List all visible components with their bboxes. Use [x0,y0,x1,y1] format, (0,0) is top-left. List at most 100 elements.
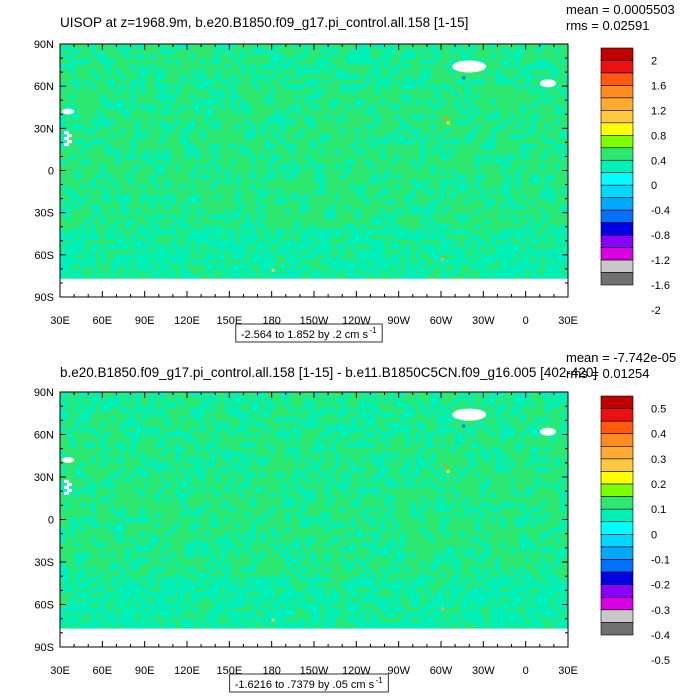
colorbar-label: -0.2 [651,580,670,592]
lat-tick-label: 30S [34,557,54,569]
colorbar-label: -0.1 [651,555,670,567]
panel-title: b.e20.B1850.f09_g17.pi_control.all.158 [… [60,365,597,380]
range-text: -1.6216 to .7379 by .05 cm s [235,679,375,691]
rms-value: rms = 0.02591 [566,18,649,33]
lat-tick-label: 0 [48,515,54,527]
lat-tick-label: 90S [34,292,54,304]
colorbar-swatch [600,247,634,261]
colorbar-swatch [600,110,634,124]
colorbar-swatch [600,234,634,248]
colorbar-swatch [600,272,634,286]
colorbar-swatch [600,609,634,623]
lat-tick-label: 90N [34,387,54,399]
lon-tick-label: 0 [523,315,529,327]
colorbar-swatch [600,559,634,573]
lon-tick-label: 60W [430,665,453,677]
range-exponent: -1 [376,676,384,685]
lon-tick-label: 0 [523,665,529,677]
colorbar-swatch [600,584,634,598]
colorbar-label: -1.2 [651,255,670,267]
contour-range-label: -1.6216 to .7379 by .05 cm s -1 [229,673,389,693]
colorbar-swatch [600,135,634,149]
colorbar-label: 0 [651,529,657,541]
greenland-mask [452,60,487,73]
colorbar-label: 0.8 [651,130,666,142]
colorbar-swatch [600,147,634,161]
colorbar-label: -1.6 [651,280,670,292]
lon-tick-label: 30E [50,315,70,327]
colorbar-swatch [600,97,634,111]
colorbar-swatch [600,395,634,409]
range-exponent: -1 [370,326,378,335]
colorbar: 0.5 0.4 0.3 0.2 0.1 0 -0.1 -0.2 -0.3 -0.4 -0.5 [600,395,670,667]
colorbar-swatch [600,72,634,86]
colorbar-label: 0.4 [651,429,666,441]
lat-tick-label: 60N [34,81,54,93]
island-mask [540,79,556,88]
mean-value: mean = 0.0005503 [566,2,675,17]
colorbar-swatch [600,420,634,435]
colorbar-label: 0 [651,180,657,192]
colorbar-swatch [600,571,634,585]
colorbar-swatch [600,458,634,472]
colorbar-swatch [600,546,634,560]
colorbar-swatch [600,122,634,136]
colorbar-swatch [600,496,634,510]
colorbar-swatch [600,159,634,174]
colorbar-label: 0.3 [651,454,666,466]
lat-tick-label: 30N [34,472,54,484]
colorbar-label: 0.1 [651,504,666,516]
colorbar-swatch [600,209,634,223]
colorbar-swatch [600,534,634,548]
contour-field [60,44,568,297]
colorbar-label: -0.5 [651,655,670,667]
lon-tick-label: 60E [93,315,113,327]
lon-tick-label: 60E [93,665,113,677]
panel-title: UISOP at z=1968.9m, b.e20.B1850.f09_g17.… [60,15,468,30]
colorbar-swatch [600,172,634,186]
lon-tick-label: 90W [387,665,410,677]
colorbar-label: 1.6 [651,80,666,92]
colorbar-swatch [600,60,634,74]
mean-value: mean = -7.742e-05 [566,350,676,365]
colorbar-swatch [600,471,634,485]
colorbar-label: 1.2 [651,105,666,117]
lon-tick-label: 60W [430,315,453,327]
colorbar-swatch [600,197,634,211]
lon-tick-label: 30W [472,315,495,327]
colorbar-label: -0.3 [651,605,670,617]
lat-tick-label: 60S [34,600,54,612]
colorbar-label: -0.8 [651,230,670,242]
colorbar-label: -2 [651,305,661,317]
island-mask [540,427,556,436]
rms-value: rms = 0.01254 [566,366,649,381]
lat-tick-label: 90S [34,642,54,654]
lon-tick-label: 30E [558,665,578,677]
colorbar-swatch [600,446,634,460]
island-mask [62,108,74,115]
greenland-mask [452,408,487,421]
colorbar-label: 2 [651,55,657,67]
colorbar-swatch [600,622,634,636]
colorbar-swatch [600,85,634,99]
lon-tick-label: 90E [135,315,155,327]
lon-tick-label: 120E [174,315,200,327]
colorbar-swatch [600,433,634,447]
lat-tick-label: 30N [34,123,54,135]
colorbar-swatch [600,259,634,273]
lon-tick-label: 90W [387,315,410,327]
range-text: -2.564 to 1.852 by .2 cm s [241,329,369,341]
lon-tick-label: 120E [174,665,200,677]
lon-tick-label: 90E [135,665,155,677]
lon-tick-label: 30E [50,665,70,677]
lon-tick-label: 30E [558,315,578,327]
colorbar-swatch [600,521,634,535]
colorbar-label: -0.4 [651,630,670,642]
colorbar-swatch [600,596,634,611]
lat-tick-label: 60N [34,430,54,442]
colorbar-swatch [600,47,634,61]
island-mask [62,457,74,463]
colorbar-label: 0.5 [651,404,666,416]
